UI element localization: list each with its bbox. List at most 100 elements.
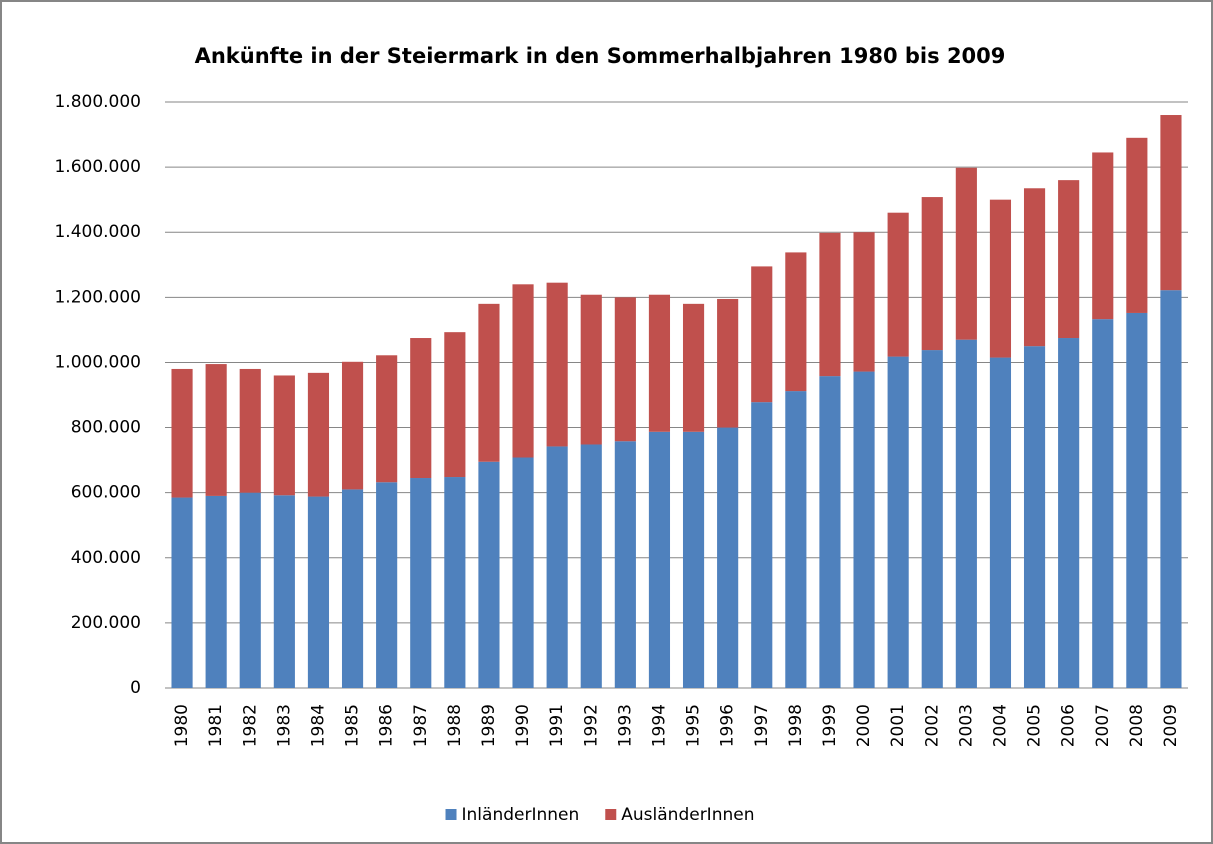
bar-segment bbox=[205, 495, 227, 688]
x-tick-label: 2001 bbox=[888, 704, 908, 747]
x-tick-label: 1988 bbox=[445, 704, 465, 747]
bar-segment bbox=[648, 294, 671, 432]
bar-segment bbox=[341, 361, 364, 490]
bar-segment bbox=[307, 496, 330, 688]
bar-segment bbox=[887, 356, 909, 688]
x-tick-label: 2008 bbox=[1127, 704, 1147, 747]
y-tick-label: 1.400.000 bbox=[54, 222, 141, 242]
y-tick-label: 600.000 bbox=[71, 483, 141, 503]
bar-segment bbox=[478, 303, 500, 462]
bar-segment bbox=[717, 427, 739, 688]
y-tick-label: 0 bbox=[130, 678, 141, 698]
bar-segment bbox=[546, 282, 568, 447]
bar-segment bbox=[785, 391, 807, 688]
bar-segment bbox=[307, 372, 330, 497]
bar-segment bbox=[682, 303, 705, 432]
x-tick-label: 1990 bbox=[513, 704, 533, 747]
x-tick-label: 1992 bbox=[581, 704, 601, 747]
y-tick-label: 400.000 bbox=[71, 548, 141, 568]
x-tick-label: 1986 bbox=[377, 704, 397, 747]
bar-segment bbox=[1058, 338, 1080, 688]
y-tick-label: 200.000 bbox=[71, 613, 141, 633]
bar-segment bbox=[921, 350, 943, 688]
x-tick-label: 1994 bbox=[649, 704, 669, 747]
x-tick-label: 2006 bbox=[1059, 704, 1079, 747]
x-tick-label: 1984 bbox=[308, 704, 328, 747]
bar-segment bbox=[410, 478, 432, 688]
bar-segment bbox=[410, 338, 432, 479]
bar-segment bbox=[512, 284, 534, 458]
legend-label: InländerInnen bbox=[462, 805, 580, 825]
bar-segment bbox=[989, 357, 1012, 688]
x-tick-label: 1995 bbox=[684, 704, 704, 747]
legend-swatch bbox=[605, 809, 617, 820]
bar-segment bbox=[1160, 115, 1182, 291]
bar-segment bbox=[819, 232, 841, 377]
x-tick-label: 1993 bbox=[615, 704, 635, 747]
bar-segment bbox=[751, 266, 773, 403]
bar-segment bbox=[785, 252, 807, 392]
y-tick-label: 1.200.000 bbox=[54, 287, 141, 307]
x-tick-label: 2003 bbox=[956, 704, 976, 747]
x-tick-label: 1982 bbox=[240, 704, 260, 747]
y-tick-label: 1.600.000 bbox=[54, 157, 141, 177]
x-tick-label: 1987 bbox=[411, 704, 431, 747]
x-tick-label: 2004 bbox=[990, 704, 1010, 747]
bar-segment bbox=[580, 444, 602, 688]
x-tick-label: 1999 bbox=[820, 704, 840, 747]
legend-swatch bbox=[445, 809, 457, 820]
y-tick-label: 800.000 bbox=[71, 418, 141, 438]
bar-segment bbox=[1092, 152, 1114, 320]
y-tick-label: 1.800.000 bbox=[54, 92, 141, 112]
bar-segment bbox=[546, 446, 568, 688]
bar-segment bbox=[1126, 312, 1148, 688]
bar-segment bbox=[614, 441, 636, 688]
x-tick-label: 2007 bbox=[1093, 704, 1113, 747]
bar-segment bbox=[580, 294, 602, 445]
legend-label: AusländerInnen bbox=[621, 805, 754, 825]
bar-segment bbox=[1058, 180, 1080, 339]
bar-segment bbox=[1092, 319, 1114, 688]
bar-segment bbox=[955, 339, 977, 688]
bar-segment bbox=[205, 364, 227, 496]
bar-segment bbox=[444, 477, 466, 688]
bar-segment bbox=[273, 375, 295, 496]
bar-segment bbox=[376, 482, 398, 688]
bar-segment bbox=[1126, 137, 1148, 313]
x-tick-label: 1981 bbox=[206, 704, 226, 747]
bar-segment bbox=[1023, 346, 1046, 688]
x-tick-label: 1997 bbox=[752, 704, 772, 747]
chart-title: Ankünfte in der Steiermark in den Sommer… bbox=[195, 44, 1006, 68]
x-tick-label: 1983 bbox=[274, 704, 294, 747]
bar-segment bbox=[989, 199, 1012, 358]
bar-segment bbox=[614, 297, 636, 442]
x-tick-label: 2000 bbox=[854, 704, 874, 747]
x-tick-label: 1985 bbox=[343, 704, 363, 747]
bar-segment bbox=[341, 489, 364, 688]
bar-segment bbox=[887, 212, 909, 357]
bar-segment bbox=[239, 492, 261, 688]
bar-segment bbox=[478, 461, 500, 688]
bar-segment bbox=[444, 332, 466, 478]
x-tick-label: 1991 bbox=[547, 704, 567, 747]
x-tick-label: 1998 bbox=[786, 704, 806, 747]
x-tick-label: 1989 bbox=[479, 704, 499, 747]
bar-segment bbox=[921, 197, 943, 351]
bar-segment bbox=[512, 457, 534, 688]
bar-segment bbox=[853, 371, 875, 688]
bar-segment bbox=[171, 368, 193, 498]
bar-segment bbox=[682, 431, 705, 688]
bar-segment bbox=[239, 368, 261, 493]
bar-segment bbox=[273, 495, 295, 688]
bar-segment bbox=[955, 167, 977, 340]
bar-segment bbox=[171, 497, 193, 688]
y-tick-label: 1.000.000 bbox=[54, 352, 141, 372]
x-tick-label: 1980 bbox=[172, 704, 192, 747]
bar-segment bbox=[853, 232, 875, 372]
bar-segment bbox=[751, 402, 773, 688]
bar-segment bbox=[1160, 290, 1182, 688]
x-tick-label: 1996 bbox=[718, 704, 738, 747]
x-tick-label: 2005 bbox=[1025, 704, 1045, 747]
bar-segment bbox=[819, 376, 841, 688]
